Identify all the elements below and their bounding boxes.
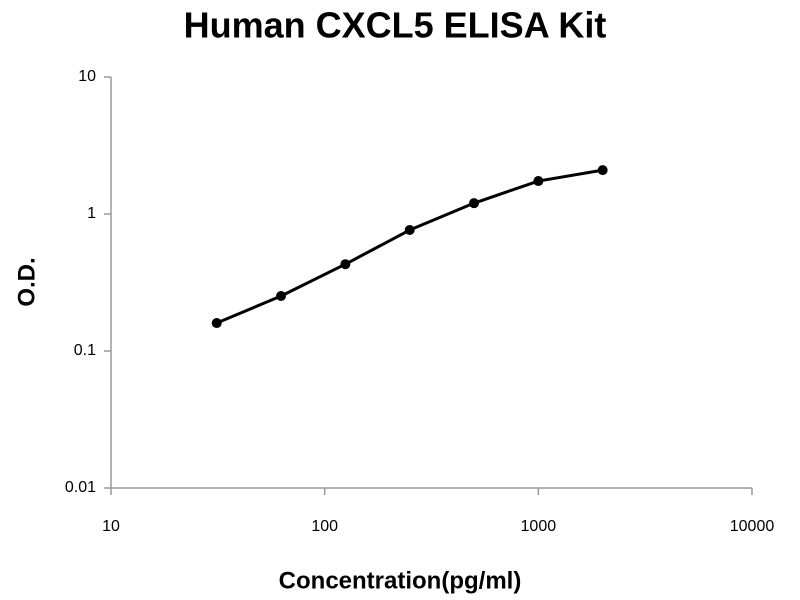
x-tick-label: 10 xyxy=(102,518,120,535)
x-tick-label: 1000 xyxy=(521,518,557,535)
data-point xyxy=(469,198,480,209)
data-point xyxy=(276,291,287,302)
x-tick-label: 100 xyxy=(311,518,338,535)
data-point xyxy=(211,318,222,329)
y-axis-label: O.D. xyxy=(13,257,40,306)
x-axis-label: Concentration(pg/ml) xyxy=(279,567,522,594)
y-tick-label: 1 xyxy=(87,205,96,222)
data-point xyxy=(597,165,608,176)
data-point xyxy=(340,259,351,270)
chart-title: Human CXCL5 ELISA Kit xyxy=(184,5,607,46)
data-point xyxy=(533,176,544,187)
data-point xyxy=(404,225,415,236)
data-line xyxy=(216,168,603,325)
y-tick-label: 0.01 xyxy=(65,479,96,496)
y-tick-label: 0.1 xyxy=(74,342,96,359)
y-tick-label: 10 xyxy=(78,68,96,85)
x-tick-label: 10000 xyxy=(730,518,775,535)
